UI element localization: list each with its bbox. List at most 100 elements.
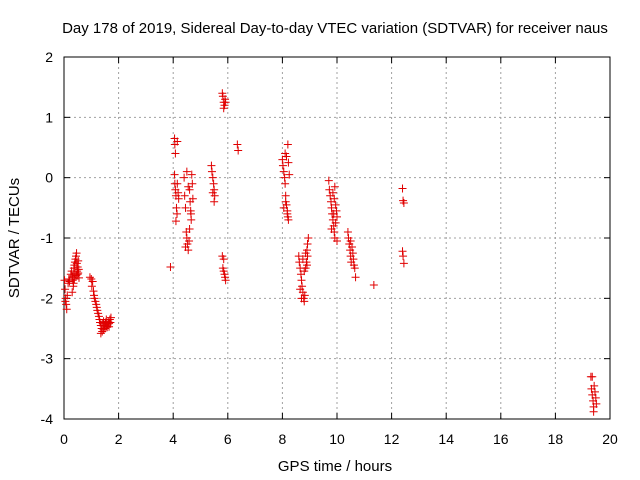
data-point [188, 179, 197, 188]
data-point [590, 381, 599, 390]
data-point [174, 194, 183, 203]
data-point [209, 179, 218, 188]
data-point [63, 291, 72, 300]
data-points [60, 89, 601, 416]
data-point [281, 179, 290, 188]
data-point [234, 146, 243, 155]
data-point [72, 249, 81, 258]
data-point [181, 243, 190, 252]
data-point [328, 188, 337, 197]
data-point [171, 217, 180, 226]
data-point [591, 393, 600, 402]
data-point [348, 243, 357, 252]
data-point [283, 140, 292, 149]
data-point [399, 259, 408, 268]
chart-title: Day 178 of 2019, Sidereal Day-to-day VTE… [62, 20, 608, 37]
data-point [285, 170, 294, 179]
data-point [188, 194, 197, 203]
data-point [294, 252, 303, 261]
data-point [69, 279, 78, 288]
data-point [351, 273, 360, 282]
data-point [173, 209, 182, 218]
data-point [187, 170, 196, 179]
data-point [210, 197, 219, 206]
data-point [89, 287, 98, 296]
x-tick-label: 4 [169, 431, 177, 447]
data-point [589, 407, 598, 416]
data-point [330, 182, 339, 191]
x-tick-label: 18 [548, 431, 564, 447]
data-point [278, 155, 287, 164]
data-point [207, 167, 216, 176]
y-tick-label: -4 [41, 411, 54, 427]
data-point [233, 140, 242, 149]
data-point [88, 277, 97, 286]
data-point [369, 281, 378, 290]
data-point [279, 203, 288, 212]
data-point [68, 288, 77, 297]
data-point [181, 203, 190, 212]
data-point [303, 240, 312, 249]
data-point [330, 194, 339, 203]
data-point [333, 237, 341, 246]
data-point [278, 161, 287, 170]
data-point [398, 247, 407, 256]
data-point [348, 249, 357, 258]
y-tick-label: 0 [45, 170, 53, 186]
data-point [592, 399, 601, 408]
data-point [219, 255, 228, 264]
data-point [398, 184, 407, 193]
data-point [283, 209, 292, 218]
data-point [300, 267, 309, 276]
data-point [208, 173, 217, 182]
data-point [185, 237, 194, 246]
data-point [297, 294, 306, 303]
y-tick-label: -3 [41, 351, 54, 367]
data-point [284, 215, 293, 224]
data-point [180, 173, 189, 182]
data-point [297, 276, 306, 285]
x-tick-label: 0 [60, 431, 68, 447]
data-point [331, 218, 340, 227]
data-point [221, 98, 230, 107]
data-point [61, 285, 70, 294]
data-point [304, 234, 313, 242]
data-point [106, 313, 115, 322]
data-point [327, 224, 336, 233]
x-tick-label: 2 [115, 431, 123, 447]
y-axis-label: SDTVAR / TECUs [6, 178, 23, 298]
data-point [74, 256, 83, 265]
y-tick-label: -2 [41, 290, 54, 306]
data-point [182, 167, 191, 176]
x-tick-label: 6 [224, 431, 232, 447]
data-point [219, 104, 228, 113]
data-point [173, 137, 182, 146]
data-point [331, 200, 340, 209]
data-point [184, 182, 193, 191]
data-point [346, 237, 355, 246]
x-tick-label: 14 [438, 431, 454, 447]
data-point [85, 273, 94, 282]
data-point [296, 285, 305, 294]
data-point [343, 227, 352, 236]
data-point [282, 152, 291, 161]
data-point [350, 264, 359, 273]
data-point [173, 179, 182, 188]
x-tick-label: 8 [279, 431, 287, 447]
data-point [75, 273, 84, 282]
x-tick-label: 10 [329, 431, 345, 447]
data-point [324, 176, 333, 185]
data-point [186, 209, 195, 218]
data-point [281, 197, 290, 206]
data-point [70, 275, 79, 284]
x-tick-label: 20 [602, 431, 618, 447]
y-tick-label: 1 [45, 109, 53, 125]
data-point [590, 387, 599, 396]
data-point [298, 255, 307, 264]
data-point [87, 282, 96, 291]
y-tick-label: 2 [45, 49, 53, 65]
x-tick-label: 16 [493, 431, 509, 447]
y-tick-label: -1 [41, 230, 54, 246]
data-point [207, 161, 216, 170]
data-point [61, 297, 70, 306]
